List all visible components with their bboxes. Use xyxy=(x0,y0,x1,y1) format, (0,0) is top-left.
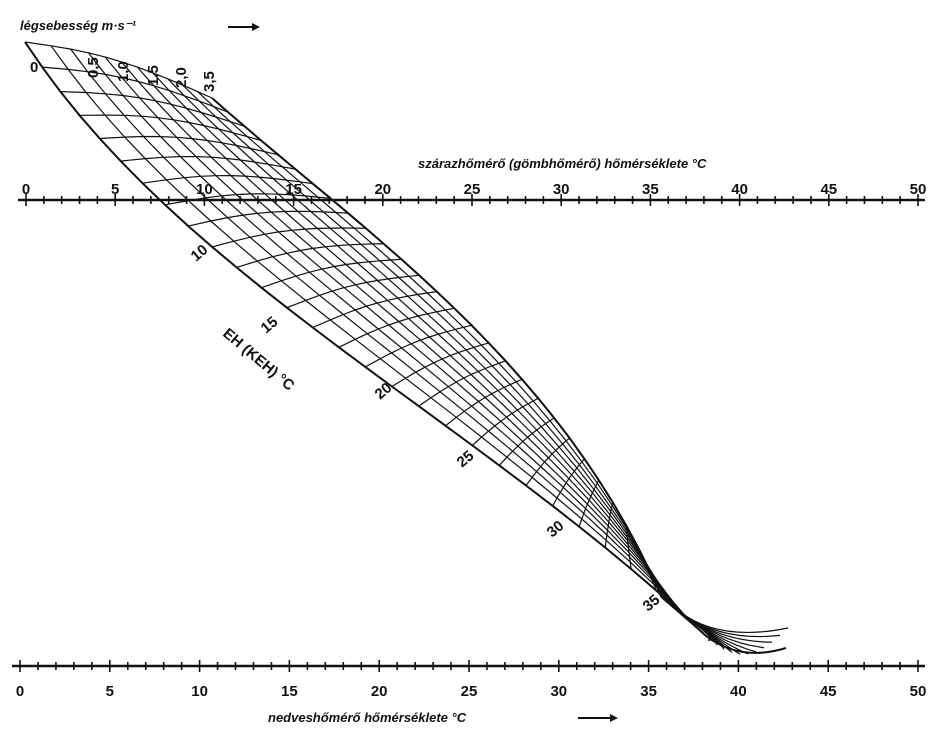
effective-temperature-tick-label: 10 xyxy=(188,241,212,265)
effective-temperature-line xyxy=(188,210,349,227)
bottom-axis-tick-label: 25 xyxy=(461,683,478,700)
effective-temperature-line xyxy=(471,397,539,446)
bottom-axis-tick-label: 40 xyxy=(730,683,747,700)
effective-temperature-line xyxy=(365,324,472,368)
bottom-axis-tick-label: 0 xyxy=(16,683,24,700)
effective-temperature-line xyxy=(24,41,213,99)
arrow-right-icon xyxy=(228,23,260,31)
top-axis-tick-label: 5 xyxy=(111,181,119,198)
air-speed-curve xyxy=(121,61,684,617)
effective-temperature-line xyxy=(498,417,555,466)
top-axis-tick-label: 45 xyxy=(820,181,837,198)
fan-line xyxy=(679,611,789,633)
effective-temperature-axis-label: EH (KEH) °C xyxy=(219,325,297,394)
effective-temperature-line xyxy=(286,274,420,309)
air-speed-label: 3,5 xyxy=(201,71,218,92)
effective-temperature-tick-label: 30 xyxy=(544,517,568,541)
top-axis-tick-label: 30 xyxy=(553,181,570,198)
air-speed-label: 0 xyxy=(30,59,38,76)
effective-temperature-line xyxy=(604,502,614,548)
effective-temperature-line xyxy=(525,437,570,486)
top-axis-tick-label: 15 xyxy=(285,181,302,198)
effective-temperature-line xyxy=(60,91,245,127)
air-speed-curve xyxy=(70,48,696,627)
bottom-axis-tick-labels: 0 5 10 15 20 25 30 35 40 45 50 xyxy=(16,683,927,700)
top-axis-tick-label: 35 xyxy=(642,181,659,198)
air-speed-title: légsebesség m·s⁻¹ xyxy=(20,18,137,33)
effective-temperature-line xyxy=(625,525,632,570)
effective-temperature-line xyxy=(120,156,296,170)
air-speed-curve xyxy=(136,66,680,613)
effective-temperature-line xyxy=(261,258,402,289)
air-speed-curve xyxy=(87,52,691,623)
top-axis-tick-label: 20 xyxy=(374,181,391,198)
top-axis-ticks xyxy=(25,194,919,206)
nomogram-grid xyxy=(24,41,789,655)
effective-temperature-line xyxy=(391,342,489,388)
top-axis-tick-label: 25 xyxy=(464,181,481,198)
effective-temperature-line xyxy=(211,227,366,248)
bottom-axis-tick-label: 10 xyxy=(191,683,208,700)
effective-temperature-line xyxy=(79,114,262,142)
effective-temperature-line xyxy=(578,479,600,527)
effective-temperature-line xyxy=(638,548,658,592)
effective-temperature-line xyxy=(42,66,229,113)
arrow-right-icon xyxy=(578,714,618,722)
top-axis-label: szárazhőmérő (gömbhőmérő) hőmérséklete °… xyxy=(418,156,707,171)
bottom-axis-tick-label: 5 xyxy=(106,683,114,700)
bottom-axis-ticks xyxy=(19,660,919,672)
air-speed-curve xyxy=(24,41,707,637)
bottom-axis-tick-label: 35 xyxy=(640,683,657,700)
top-axis-tick-label: 50 xyxy=(910,181,927,198)
air-speed-label: 1,5 xyxy=(145,65,162,86)
air-speed-label: 1,0 xyxy=(115,61,132,82)
effective-temperature-line xyxy=(236,243,384,268)
effective-temperature-line xyxy=(552,458,585,507)
effective-temperature-tick-label: 20 xyxy=(372,379,396,403)
effective-temperature-line xyxy=(661,597,707,637)
effective-temperature-line xyxy=(418,360,506,407)
air-speed-curve xyxy=(50,45,700,631)
effective-temperature-line xyxy=(445,378,523,427)
air-speed-label: 0,5 xyxy=(85,57,102,78)
effective-temperature-line xyxy=(650,572,682,614)
effective-temperature-tick-label: 15 xyxy=(258,313,282,337)
bottom-axis-tick-label: 15 xyxy=(281,683,298,700)
effective-temperature-line xyxy=(338,307,455,348)
bottom-axis-tick-label: 50 xyxy=(910,683,927,700)
effective-temperature-tick-label: 25 xyxy=(454,447,478,471)
effective-temperature-line xyxy=(99,135,279,156)
top-axis-tick-labels: 0 5 10 15 20 25 30 35 40 45 50 xyxy=(22,181,927,198)
top-axis-tick-label: 40 xyxy=(731,181,748,198)
bottom-axis-tick-label: 45 xyxy=(820,683,837,700)
effective-temperature-line xyxy=(312,291,437,329)
air-speed-label: 2,0 xyxy=(173,67,190,88)
top-axis-tick-label: 0 xyxy=(22,181,30,198)
bottom-axis-label: nedveshőmérő hőmérséklete °C xyxy=(268,710,467,725)
effective-temperature-line xyxy=(164,193,331,206)
fan-edge xyxy=(705,635,787,654)
top-axis-tick-label: 10 xyxy=(196,181,213,198)
effective-temperature-line xyxy=(142,174,313,185)
bottom-axis-tick-label: 30 xyxy=(550,683,567,700)
bottom-axis-tick-label: 20 xyxy=(371,683,388,700)
air-speed-labels: 0 0,5 1,0 1,5 2,0 3,5 xyxy=(30,57,218,92)
